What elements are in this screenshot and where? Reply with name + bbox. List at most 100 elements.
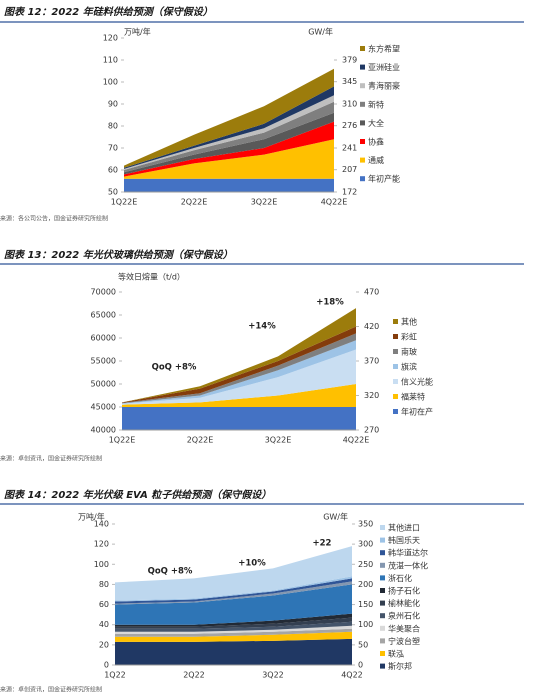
legend-label: 东方希望: [368, 44, 400, 54]
y-tick-label: 50: [108, 188, 118, 197]
area-segment: [115, 617, 352, 629]
legend-swatch: [360, 101, 365, 107]
x-tick-label: 1Q22E: [111, 198, 138, 207]
legend-swatch: [393, 379, 398, 384]
x-tick-label: 2Q22: [183, 671, 205, 680]
legend-label: 浙石化: [388, 573, 412, 583]
y-axis-label: 万吨/年: [78, 512, 105, 522]
y2-tick-label: 320: [364, 391, 379, 400]
legend-label: 青海丽豪: [368, 81, 400, 91]
legend-label: 信义光能: [401, 377, 433, 387]
x-tick-label: 3Q22: [262, 671, 284, 680]
area-segment: [122, 349, 356, 405]
x-tick-label: 2Q22E: [181, 198, 208, 207]
y-tick-label: 45000: [91, 403, 116, 412]
y2-axis-label: GW/年: [308, 27, 333, 37]
legend-label: 亚洲硅业: [368, 62, 400, 72]
x-tick-label: 4Q22E: [321, 198, 348, 207]
source-note: 来源：卓创资讯，国金证券研究所绘制: [0, 455, 102, 463]
legend-label: 年初在产: [401, 407, 433, 417]
y2-tick-label: 300: [358, 540, 373, 549]
annotation: QoQ +8%: [152, 363, 197, 373]
y-axis-label: 等效日熔量（t/d）: [118, 272, 185, 282]
y-tick-label: 60: [108, 166, 118, 175]
y2-tick-label: 172: [342, 188, 357, 197]
y2-tick-label: 200: [358, 580, 373, 589]
legend-label: 扬子石化: [388, 586, 420, 596]
legend-swatch: [380, 537, 385, 543]
legend-label: 榆林能化: [388, 598, 420, 608]
y2-tick-label: 0: [358, 661, 363, 670]
y2-tick-label: 250: [358, 560, 373, 569]
source-note: 来源：各公司公告，国金证券研究所绘制: [0, 215, 108, 223]
y2-tick-label: 350: [358, 520, 373, 529]
y2-tick-label: 345: [342, 77, 357, 86]
y-tick-label: 100: [103, 78, 118, 87]
legend-label: 福莱特: [401, 392, 425, 402]
area-segment: [115, 613, 352, 627]
chart-title: 图表 14：2022 年光伏级 EVA 粒子供给预测（保守假设）: [4, 489, 271, 501]
annotation: +14%: [248, 322, 276, 332]
y-tick-label: 70: [108, 144, 118, 153]
y2-tick-label: 270: [364, 426, 379, 435]
legend-label: 其他进口: [388, 523, 420, 533]
y-tick-label: 65000: [91, 311, 116, 320]
x-tick-label: 2Q22E: [187, 436, 214, 445]
legend-swatch: [393, 364, 398, 369]
area-segment: [115, 638, 352, 665]
legend-swatch: [380, 550, 385, 556]
y-tick-label: 60: [99, 600, 109, 609]
x-tick-label: 3Q22E: [251, 198, 278, 207]
y-tick-label: 40: [99, 620, 109, 629]
y-axis-label: 万吨/年: [124, 27, 151, 37]
legend-swatch: [393, 394, 398, 399]
x-tick-label: 4Q22: [341, 671, 363, 680]
x-tick-label: 1Q22: [104, 671, 126, 680]
x-tick-label: 1Q22E: [109, 436, 136, 445]
legend-swatch: [380, 525, 385, 530]
y2-tick-label: 207: [342, 165, 357, 174]
legend-label: 斯尔邦: [388, 661, 412, 671]
x-tick-label: 3Q22E: [265, 436, 292, 445]
legend-swatch: [360, 64, 365, 70]
y-tick-label: 80: [99, 580, 109, 589]
legend-swatch: [393, 334, 398, 339]
legend-label: 新特: [368, 99, 384, 109]
y2-tick-label: 50: [358, 640, 368, 649]
area-segment: [115, 621, 352, 632]
y-tick-label: 110: [103, 56, 118, 65]
y-tick-label: 100: [94, 560, 109, 569]
legend-label: 年初产能: [368, 174, 400, 184]
legend-label: 南玻: [401, 347, 417, 357]
legend-label: 其他: [401, 317, 417, 327]
legend-swatch: [393, 319, 398, 324]
legend-label: 茂湛一体化: [388, 560, 428, 570]
x-tick-label: 4Q22E: [343, 436, 370, 445]
legend-swatch: [380, 613, 385, 619]
legend-swatch: [393, 409, 398, 414]
y-tick-label: 60000: [91, 334, 116, 343]
area-segment: [115, 584, 352, 625]
area-segment: [122, 384, 356, 407]
area-segment: [124, 68, 334, 168]
annotation: +10%: [238, 559, 266, 569]
y-tick-label: 120: [103, 34, 118, 43]
chart-title: 图表 12：2022 年硅料供给预测（保守假设）: [4, 6, 213, 18]
legend-label: 通威: [368, 155, 384, 165]
legend-swatch: [380, 651, 385, 656]
legend-swatch: [380, 663, 385, 669]
legend-swatch: [393, 349, 398, 354]
legend-label: 大全: [368, 118, 384, 128]
legend-label: 联泓: [388, 650, 404, 659]
legend-swatch: [360, 139, 365, 144]
y2-tick-label: 420: [364, 322, 379, 331]
y2-tick-label: 310: [342, 100, 357, 109]
y2-tick-label: 370: [364, 357, 379, 366]
legend-label: 旗滨: [401, 362, 417, 372]
annotation: +22: [313, 539, 332, 549]
legend-label: 协鑫: [368, 137, 384, 147]
legend-label: 韩华道达尔: [388, 548, 428, 558]
y-tick-label: 0: [104, 661, 109, 670]
y-tick-label: 140: [94, 520, 109, 529]
